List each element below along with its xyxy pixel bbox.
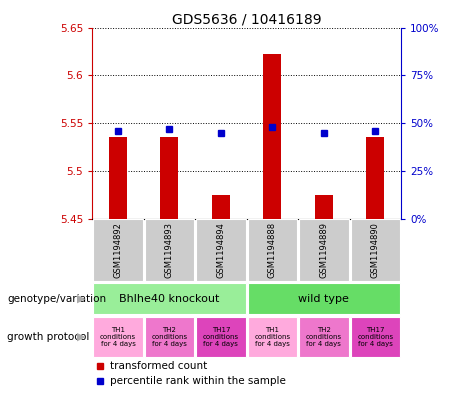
Text: GSM1194892: GSM1194892 <box>113 222 123 278</box>
Text: GSM1194894: GSM1194894 <box>216 222 225 278</box>
Bar <box>93 283 246 314</box>
Bar <box>93 219 142 281</box>
Bar <box>212 195 230 219</box>
Bar <box>248 219 297 281</box>
Text: growth protocol: growth protocol <box>7 332 89 342</box>
Text: wild type: wild type <box>298 294 349 304</box>
Bar <box>299 317 349 357</box>
Bar <box>351 219 400 281</box>
Text: genotype/variation: genotype/variation <box>7 294 106 304</box>
Text: TH17
conditions
for 4 days: TH17 conditions for 4 days <box>357 327 393 347</box>
Text: ▶: ▶ <box>77 332 85 342</box>
Text: GSM1194889: GSM1194889 <box>319 222 328 278</box>
Text: TH1
conditions
for 4 days: TH1 conditions for 4 days <box>254 327 290 347</box>
Text: TH2
conditions
for 4 days: TH2 conditions for 4 days <box>306 327 342 347</box>
Bar <box>248 283 400 314</box>
Bar <box>248 317 297 357</box>
Text: transformed count: transformed count <box>110 361 207 371</box>
Bar <box>109 138 127 219</box>
Text: ▶: ▶ <box>77 294 85 304</box>
Bar <box>315 195 333 219</box>
Text: GSM1194893: GSM1194893 <box>165 222 174 278</box>
Bar <box>93 317 142 357</box>
Bar <box>366 138 384 219</box>
Text: GSM1194890: GSM1194890 <box>371 222 380 278</box>
Bar <box>145 317 194 357</box>
Text: TH1
conditions
for 4 days: TH1 conditions for 4 days <box>100 327 136 347</box>
Bar <box>299 219 349 281</box>
Bar <box>263 54 281 219</box>
Text: TH17
conditions
for 4 days: TH17 conditions for 4 days <box>203 327 239 347</box>
Bar <box>196 219 246 281</box>
Bar <box>160 138 178 219</box>
Bar <box>196 317 246 357</box>
Text: Bhlhe40 knockout: Bhlhe40 knockout <box>119 294 219 304</box>
Text: TH2
conditions
for 4 days: TH2 conditions for 4 days <box>151 327 188 347</box>
Text: percentile rank within the sample: percentile rank within the sample <box>110 376 286 386</box>
Bar <box>145 219 194 281</box>
Bar <box>351 317 400 357</box>
Text: GSM1194888: GSM1194888 <box>268 222 277 278</box>
Title: GDS5636 / 10416189: GDS5636 / 10416189 <box>172 12 321 26</box>
